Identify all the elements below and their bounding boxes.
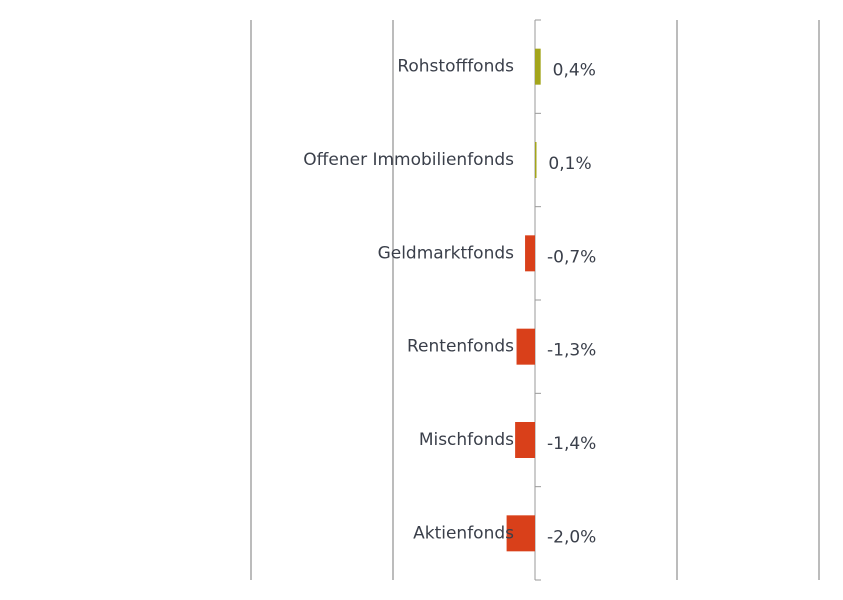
category-label: Geldmarktfonds [378, 243, 515, 263]
value-label: 0,4% [553, 61, 596, 81]
category-label: Mischfonds [419, 430, 514, 450]
value-label: 0,1% [548, 154, 591, 174]
category-label: Offener Immobilienfonds [303, 150, 514, 170]
value-label: -2,0% [547, 527, 596, 547]
bar [535, 48, 541, 85]
category-label: Aktienfonds [413, 523, 514, 543]
bar [535, 142, 537, 178]
value-label: -1,4% [547, 434, 596, 454]
bar [516, 328, 535, 365]
value-label: -0,7% [547, 247, 596, 267]
category-label: Rohstofffonds [397, 57, 514, 77]
category-label: Rentenfonds [407, 337, 514, 357]
bar [515, 422, 535, 458]
bar [506, 515, 535, 552]
value-label: -1,3% [547, 341, 596, 361]
bar [525, 235, 535, 272]
